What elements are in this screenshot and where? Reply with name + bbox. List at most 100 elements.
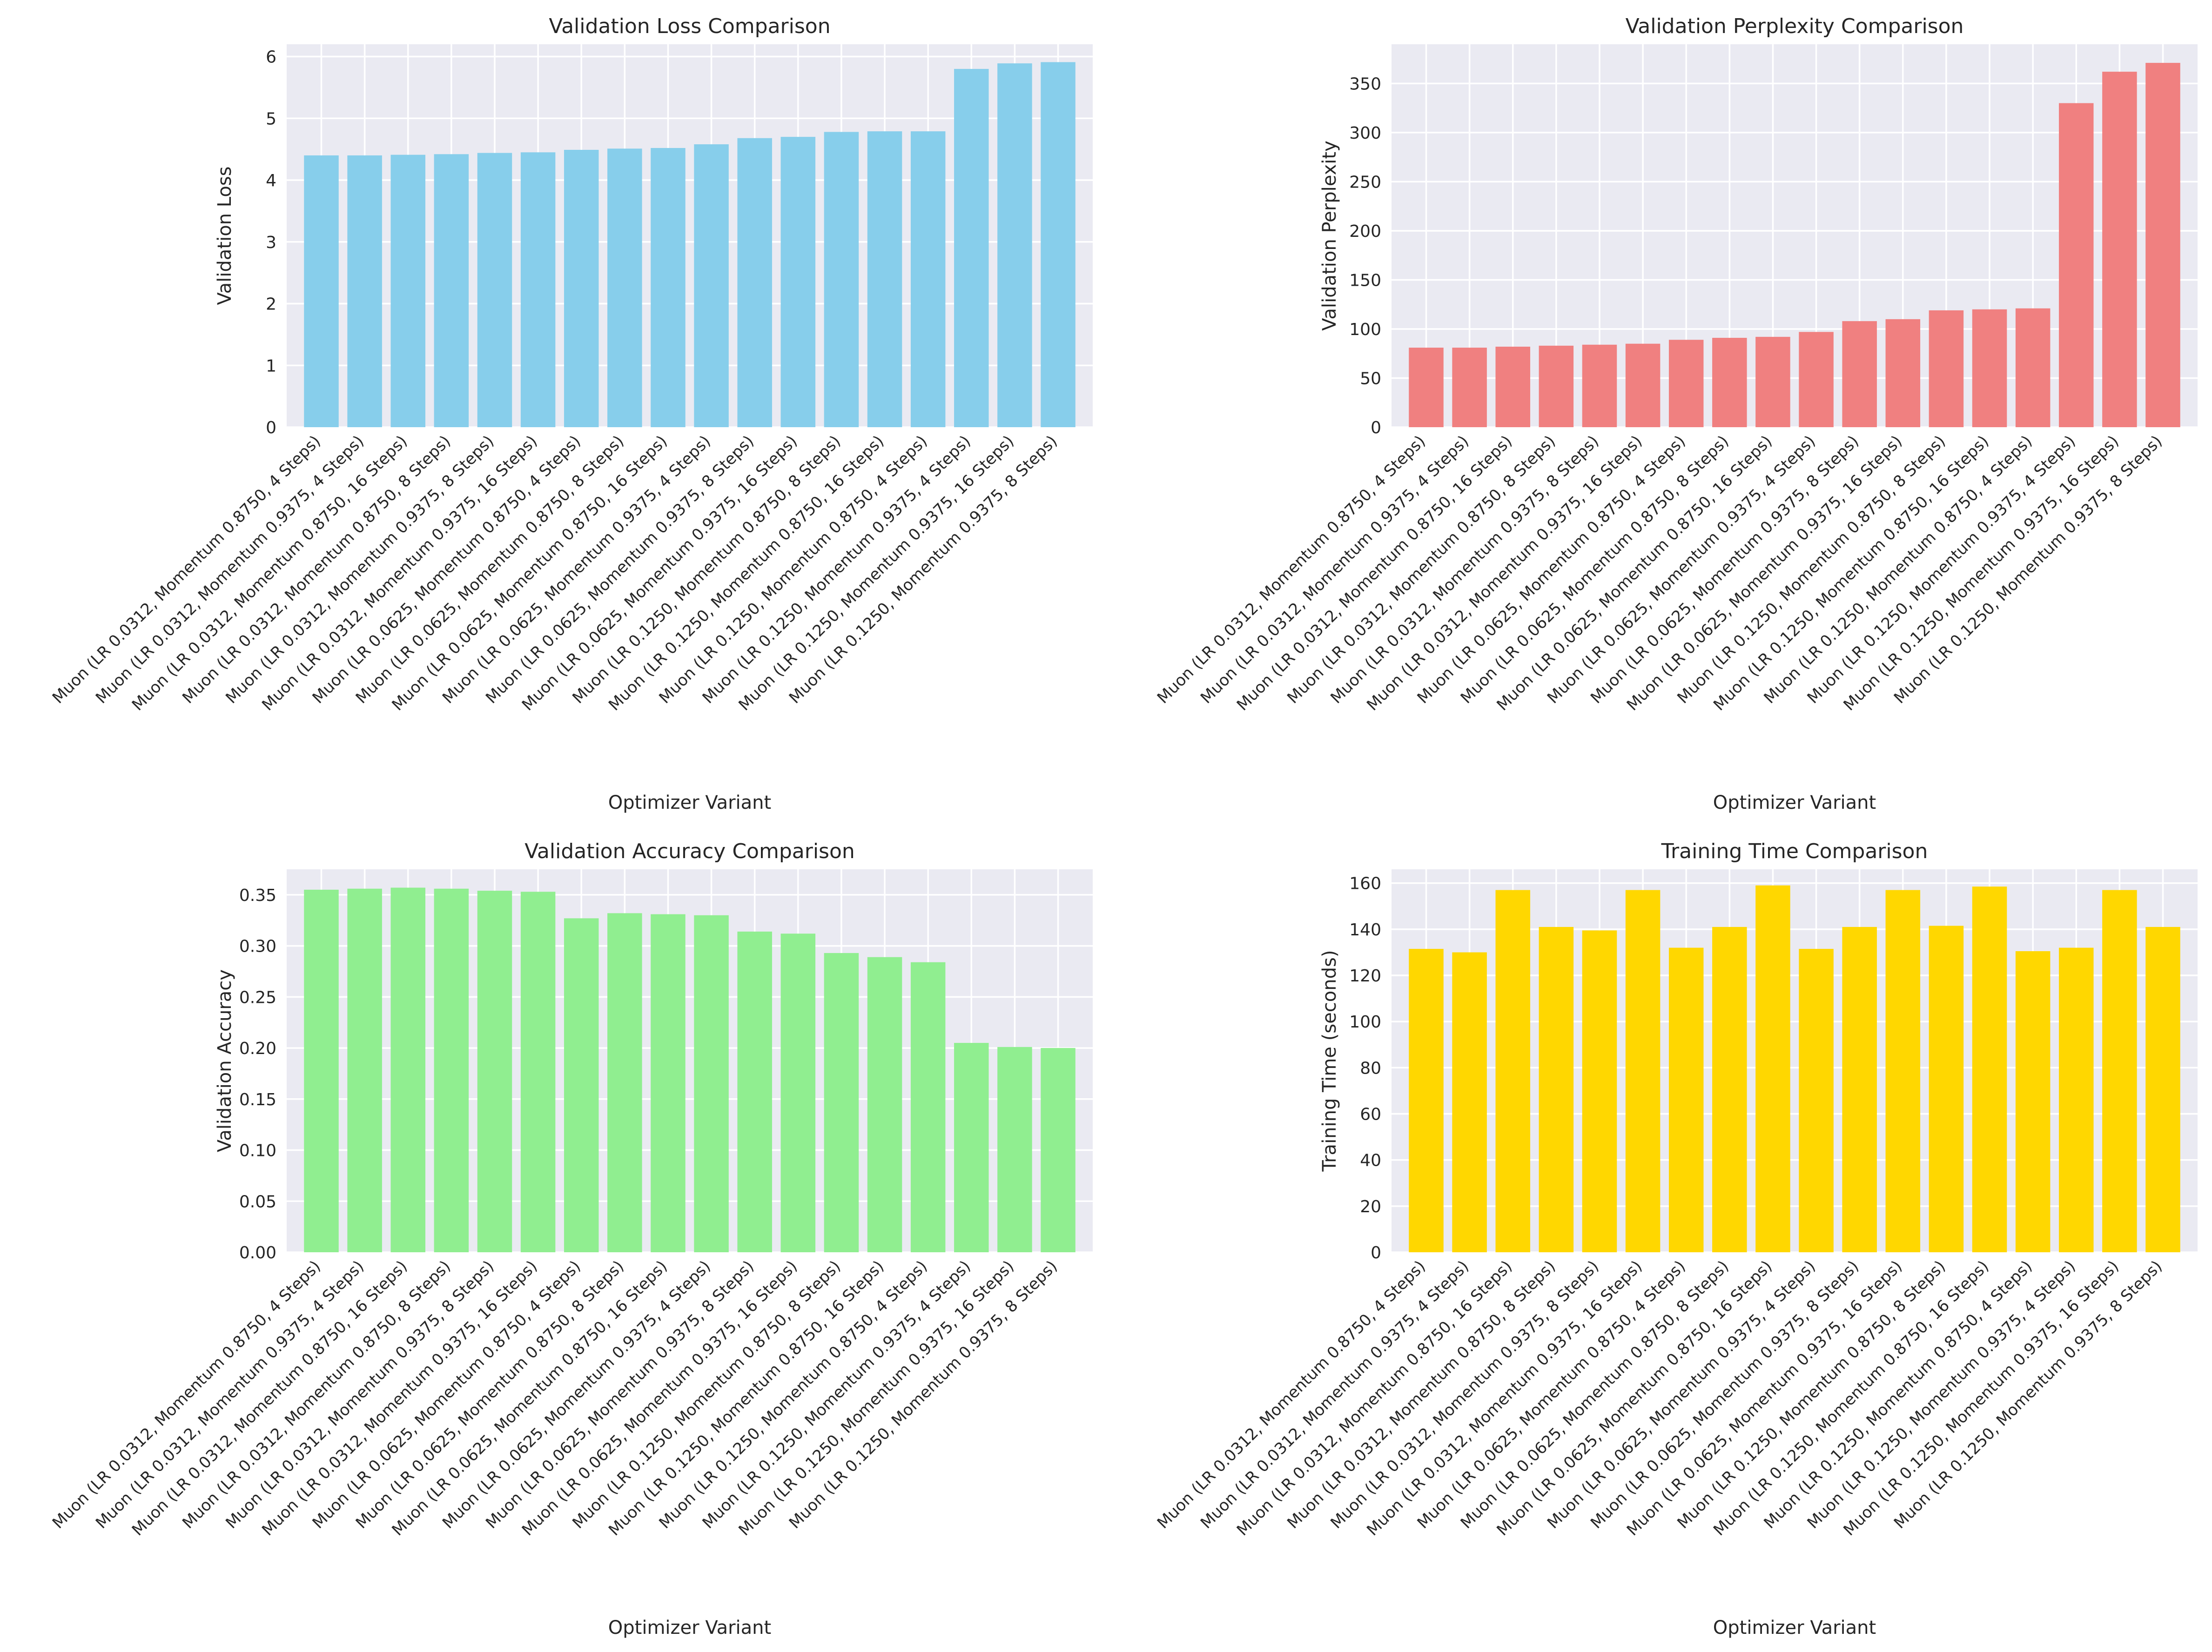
bar bbox=[1842, 321, 1877, 427]
bar bbox=[607, 148, 642, 427]
bar bbox=[997, 1047, 1032, 1252]
y-tick-label: 4 bbox=[266, 171, 276, 190]
y-tick-label: 0.00 bbox=[239, 1243, 276, 1263]
bar bbox=[1539, 927, 1574, 1252]
bar bbox=[737, 138, 772, 428]
y-tick-label: 0.25 bbox=[239, 988, 276, 1007]
chart-title: Validation Loss Comparison bbox=[549, 14, 830, 38]
bar bbox=[1668, 340, 1704, 427]
y-tick-label: 100 bbox=[1349, 1013, 1381, 1032]
bar bbox=[1452, 348, 1487, 427]
y-tick-label: 140 bbox=[1349, 920, 1381, 940]
x-axis-label: Optimizer Variant bbox=[608, 792, 771, 813]
bar bbox=[867, 957, 902, 1252]
y-tick-label: 0.35 bbox=[239, 886, 276, 905]
bar bbox=[2145, 63, 2180, 428]
y-tick-label: 350 bbox=[1349, 74, 1381, 94]
bar bbox=[520, 892, 556, 1252]
bar bbox=[1041, 62, 1076, 427]
bar bbox=[651, 914, 686, 1252]
y-tick-label: 160 bbox=[1349, 874, 1381, 893]
bar bbox=[1495, 890, 1530, 1252]
y-tick-label: 100 bbox=[1349, 320, 1381, 339]
bar bbox=[1972, 309, 2007, 427]
y-tick-label: 0 bbox=[1371, 1243, 1381, 1263]
bar bbox=[910, 962, 946, 1252]
bar bbox=[564, 149, 599, 427]
bar bbox=[564, 918, 599, 1252]
bar bbox=[1625, 890, 1661, 1252]
bar bbox=[1712, 927, 1747, 1252]
bar bbox=[1885, 319, 1921, 427]
bar bbox=[304, 155, 339, 427]
bar bbox=[824, 953, 859, 1252]
y-axis-label: Validation Loss bbox=[214, 167, 235, 305]
y-tick-label: 60 bbox=[1360, 1105, 1381, 1124]
bar bbox=[1929, 310, 1964, 427]
bar bbox=[780, 137, 816, 427]
bar bbox=[2059, 947, 2094, 1252]
y-tick-label: 0.05 bbox=[239, 1192, 276, 1211]
bar bbox=[997, 63, 1032, 427]
chart-title: Training Time Comparison bbox=[1661, 839, 1928, 863]
x-axis-label: Optimizer Variant bbox=[608, 1617, 771, 1639]
bar bbox=[2102, 72, 2137, 428]
y-tick-label: 5 bbox=[266, 109, 276, 128]
bar bbox=[1495, 346, 1530, 427]
bar bbox=[1452, 952, 1487, 1252]
bar bbox=[1755, 336, 1790, 427]
bar bbox=[1668, 947, 1704, 1252]
bar bbox=[954, 1043, 989, 1252]
chart-title: Validation Perplexity Comparison bbox=[1626, 14, 1964, 38]
y-axis-label: Training Time (seconds) bbox=[1319, 950, 1340, 1172]
bar bbox=[1582, 930, 1617, 1252]
bar bbox=[434, 888, 469, 1252]
y-tick-label: 200 bbox=[1349, 222, 1381, 241]
y-tick-label: 0.30 bbox=[239, 937, 276, 956]
bar bbox=[1409, 348, 1444, 427]
y-tick-label: 6 bbox=[266, 48, 276, 67]
y-tick-label: 80 bbox=[1360, 1059, 1381, 1078]
bar bbox=[434, 154, 469, 427]
bar bbox=[1885, 890, 1921, 1252]
bar bbox=[2015, 951, 2051, 1252]
bar bbox=[651, 148, 686, 427]
y-tick-label: 120 bbox=[1349, 967, 1381, 986]
bar bbox=[2059, 103, 2094, 428]
y-tick-label: 1 bbox=[266, 356, 276, 376]
bar bbox=[1409, 949, 1444, 1252]
y-tick-label: 50 bbox=[1360, 369, 1381, 388]
y-tick-label: 300 bbox=[1349, 124, 1381, 143]
y-tick-label: 0.10 bbox=[239, 1142, 276, 1161]
bar bbox=[2102, 890, 2137, 1252]
bar bbox=[477, 891, 512, 1252]
bar bbox=[607, 913, 642, 1252]
bar bbox=[1799, 949, 1834, 1252]
bar bbox=[304, 889, 339, 1252]
bar bbox=[1799, 332, 1834, 427]
bar bbox=[867, 131, 902, 427]
bar bbox=[1582, 344, 1617, 427]
bar bbox=[694, 144, 729, 427]
bar bbox=[347, 888, 382, 1252]
bar bbox=[1929, 926, 1964, 1252]
bar bbox=[910, 131, 946, 427]
y-tick-label: 0 bbox=[1371, 418, 1381, 437]
bar bbox=[477, 153, 512, 427]
x-axis-label: Optimizer Variant bbox=[1713, 1617, 1876, 1639]
y-tick-label: 0.20 bbox=[239, 1039, 276, 1058]
y-axis-label: Validation Accuracy bbox=[214, 969, 235, 1152]
y-tick-label: 150 bbox=[1349, 271, 1381, 290]
y-tick-label: 40 bbox=[1360, 1151, 1381, 1170]
bar bbox=[390, 887, 425, 1252]
y-tick-label: 20 bbox=[1360, 1197, 1381, 1216]
bar bbox=[1842, 927, 1877, 1252]
bar bbox=[954, 69, 989, 427]
bar bbox=[390, 154, 425, 428]
bar bbox=[2015, 308, 2051, 427]
bar bbox=[347, 155, 382, 427]
